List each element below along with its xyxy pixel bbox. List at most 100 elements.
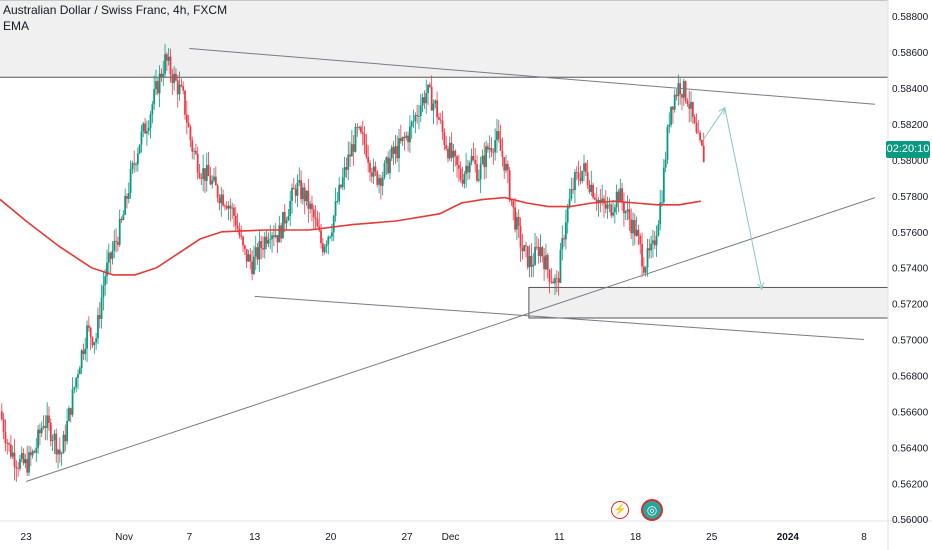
candle-body [158,73,161,94]
candle-body [46,415,49,428]
candle-body [165,54,168,61]
candle-body [516,216,518,230]
candle-body [681,94,683,98]
candle-body [354,127,357,152]
candle-body [138,144,141,154]
candle-body [477,179,480,181]
y-tick-label: 0.57600 [892,228,929,239]
candle-body [608,204,611,206]
y-axis: 0.58800 0.58600 0.58400 0.58200 0.58000 0.578… [892,12,929,526]
candle-body [564,222,567,240]
indicator-label[interactable]: EMA [3,19,30,33]
candle-body [635,229,638,236]
candle-body [358,127,361,128]
candle-body [289,201,292,217]
lightning-icon[interactable]: ⚡ [611,501,629,519]
candle-body [153,89,156,105]
candle-body [269,239,272,240]
candle-body [693,116,696,123]
candle-body [251,261,254,275]
x-axis: 23 Nov 7 13 20 27 Dec 11 18 25 2024 8 [21,532,868,543]
candle-body [552,281,555,284]
candle-body [0,411,3,420]
candle-body [171,74,174,84]
candle-body [345,167,348,170]
candle-body [559,249,562,283]
candle-body [262,247,264,250]
candle-body [175,73,177,81]
candle-body [568,198,571,208]
candle-body [398,138,400,159]
candle-body [657,224,660,236]
candle-body [231,207,234,209]
candle-body [213,176,215,181]
candle-body [499,139,502,151]
candle-body [686,100,689,105]
candle-body [517,216,520,226]
candle-body [51,440,54,442]
trendline [25,197,876,482]
candle-body [425,93,428,104]
candle-body [115,240,117,242]
candle-body [438,117,440,120]
candle-body [615,191,618,208]
candle-body [55,433,58,455]
candle-body [120,218,123,221]
candle-body [336,201,339,202]
x-tick-label: 18 [630,532,642,543]
candle-body [278,225,281,243]
trendline [254,295,865,341]
candle-body [287,216,290,221]
candle-body [104,276,107,286]
y-tick-label: 0.56800 [892,371,929,382]
candle-body [144,123,146,134]
candle-body [91,337,94,346]
candle-body [662,167,665,203]
candle-body [666,126,669,160]
candle-body [514,207,516,230]
candle-body [323,246,326,253]
candle-body [670,106,672,125]
candle-body [22,453,25,464]
projection-layer [702,106,764,291]
candle-body [655,235,658,246]
candle-body [543,256,546,270]
candle-body [624,211,627,214]
candle-body [82,350,85,354]
candle-body [211,180,214,185]
candle-body [162,73,165,78]
candle-body [360,127,362,133]
candle-body [151,104,154,115]
candle-body [133,163,136,165]
candle-body [73,387,76,390]
candle-body [555,278,558,280]
candle-body [523,245,526,252]
candle-body [26,459,29,473]
candles-layer [0,44,705,482]
candle-body [173,73,176,84]
candle-body [111,250,114,259]
candle-body [690,101,692,109]
support-zone [528,286,889,319]
globe-icon[interactable]: ◎ [641,499,663,521]
candle-body [340,184,342,188]
candle-body [329,236,331,238]
candle-body [381,177,384,186]
x-tick-label: 27 [401,532,413,543]
candle-body [245,249,248,262]
y-tick-label: 0.57000 [892,336,929,347]
candle-body [490,148,493,152]
candle-body [427,84,429,94]
candle-body [497,131,500,140]
candle-body [592,184,594,198]
candle-body [350,144,353,157]
symbol-title[interactable]: Australian Dollar / Swiss Franc, 4h, FXC… [3,3,228,17]
candle-body [276,235,279,243]
resistance-zone-layer [0,0,889,319]
candle-body [77,374,79,378]
candle-body [146,131,148,134]
candle-body [191,140,194,152]
candle-body [2,419,5,432]
candle-body [603,198,605,204]
